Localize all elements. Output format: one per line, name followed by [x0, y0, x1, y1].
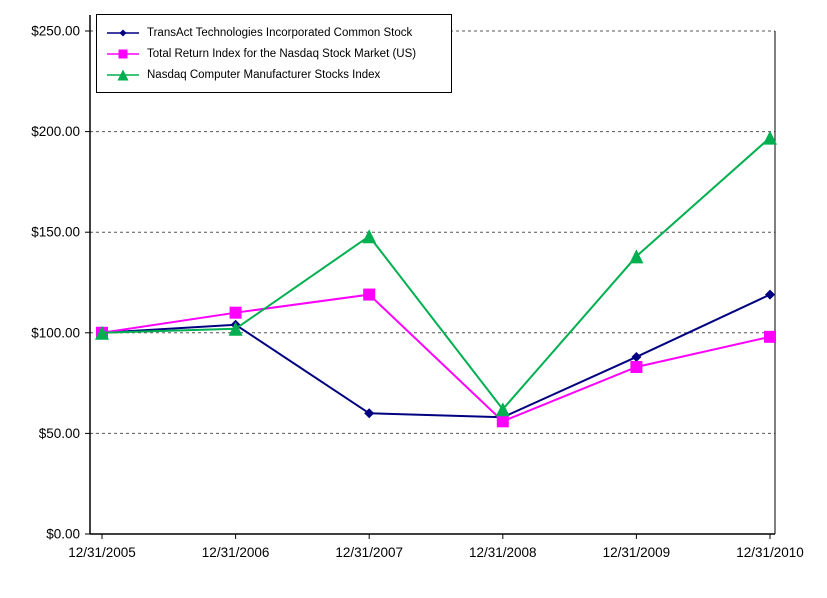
legend-item-nasdaq-total-return: Total Return Index for the Nasdaq Stock …	[105, 43, 441, 64]
legend-label-nasdaq-computer: Nasdaq Computer Manufacturer Stocks Inde…	[147, 68, 381, 81]
legend-marker-square-icon	[107, 49, 139, 58]
svg-text:$150.00: $150.00	[31, 225, 80, 240]
svg-text:$50.00: $50.00	[39, 426, 80, 441]
svg-text:12/31/2007: 12/31/2007	[335, 545, 403, 560]
svg-text:12/31/2008: 12/31/2008	[469, 545, 537, 560]
chart-legend: TransAct Technologies Incorporated Commo…	[96, 14, 452, 93]
svg-text:$100.00: $100.00	[31, 325, 80, 340]
svg-text:12/31/2005: 12/31/2005	[68, 545, 136, 560]
svg-text:12/31/2010: 12/31/2010	[736, 545, 804, 560]
svg-text:$200.00: $200.00	[31, 124, 80, 139]
legend-marker-triangle-icon	[107, 69, 139, 80]
legend-item-nasdaq-computer: Nasdaq Computer Manufacturer Stocks Inde…	[105, 64, 441, 85]
svg-text:$250.00: $250.00	[31, 24, 80, 39]
legend-label-transact: TransAct Technologies Incorporated Commo…	[147, 26, 413, 39]
legend-item-transact: TransAct Technologies Incorporated Commo…	[105, 22, 441, 43]
legend-marker-diamond-icon	[107, 29, 139, 36]
svg-text:12/31/2009: 12/31/2009	[603, 545, 671, 560]
svg-text:$0.00: $0.00	[46, 527, 80, 542]
svg-text:12/31/2006: 12/31/2006	[202, 545, 270, 560]
legend-label-nasdaq-total-return: Total Return Index for the Nasdaq Stock …	[147, 47, 417, 60]
